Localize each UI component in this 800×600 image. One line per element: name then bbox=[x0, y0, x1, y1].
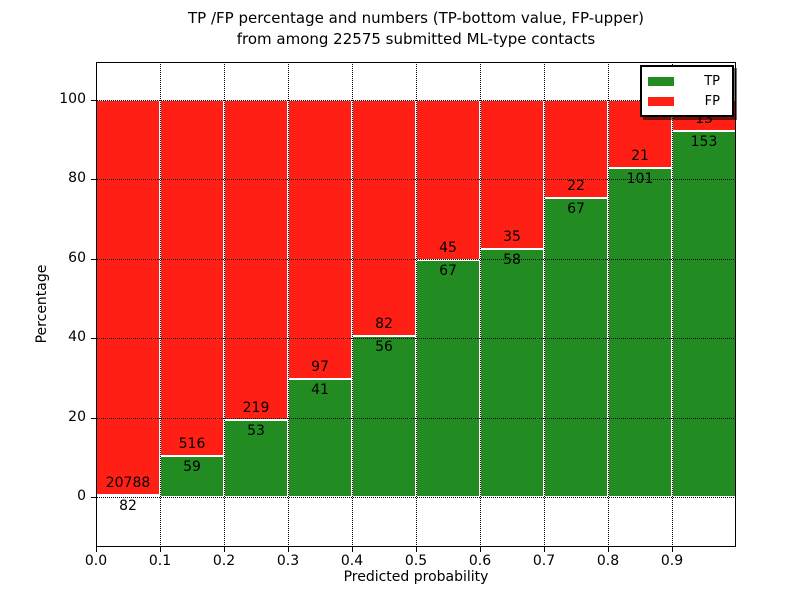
tp-count-label: 58 bbox=[503, 252, 521, 269]
y-axis-tick bbox=[91, 258, 96, 260]
legend-item-fp: FP bbox=[648, 91, 726, 111]
bar-segment-tp bbox=[352, 335, 416, 497]
bar-segment-fp bbox=[96, 100, 160, 496]
gridline-vertical bbox=[288, 62, 289, 547]
tp-count-label: 153 bbox=[690, 134, 718, 151]
fp-count-label: 219 bbox=[242, 399, 270, 416]
y-tick-label: 0 bbox=[77, 487, 86, 504]
x-axis-tick bbox=[160, 547, 161, 552]
legend-label-fp: FP bbox=[704, 93, 720, 109]
x-axis-tick bbox=[224, 547, 225, 552]
bar-segment-tp bbox=[544, 198, 608, 497]
fp-count-label: 82 bbox=[375, 315, 393, 332]
x-tick-label: 0.0 bbox=[84, 553, 108, 569]
gridline-vertical bbox=[544, 62, 545, 547]
y-axis-tick bbox=[91, 338, 96, 340]
fp-count-label: 35 bbox=[503, 229, 521, 246]
x-tick-label: 0.9 bbox=[660, 553, 684, 569]
chart-title-line1: TP /FP percentage and numbers (TP-bottom… bbox=[188, 9, 644, 27]
tp-color-swatch bbox=[648, 76, 674, 86]
y-axis-tick bbox=[91, 100, 96, 102]
legend-label-tp: TP bbox=[704, 73, 720, 89]
x-tick-label: 0.4 bbox=[340, 553, 364, 569]
tp-count-label: 67 bbox=[567, 201, 585, 218]
x-tick-label: 0.6 bbox=[468, 553, 492, 569]
bar-segment-tp bbox=[480, 249, 544, 497]
y-axis-label: Percentage bbox=[34, 264, 50, 344]
x-tick-label: 0.7 bbox=[532, 553, 556, 569]
y-axis-tick bbox=[91, 179, 96, 181]
fp-color-swatch bbox=[648, 96, 674, 106]
x-axis-tick bbox=[608, 547, 609, 552]
tp-count-label: 59 bbox=[183, 459, 201, 476]
gridline-vertical bbox=[416, 62, 417, 547]
bar-segment-tp bbox=[288, 379, 352, 497]
fp-count-label: 516 bbox=[178, 436, 206, 453]
y-tick-label: 60 bbox=[68, 249, 86, 266]
gridline-vertical bbox=[608, 62, 609, 547]
x-axis-label: Predicted probability bbox=[343, 569, 489, 585]
tp-count-label: 101 bbox=[626, 171, 654, 188]
fp-count-label: 22 bbox=[567, 178, 585, 195]
gridline-vertical bbox=[224, 62, 225, 547]
y-tick-label: 40 bbox=[68, 329, 86, 346]
chart-title: TP /FP percentage and numbers (TP-bottom… bbox=[96, 8, 736, 50]
y-axis-tick bbox=[91, 496, 96, 498]
y-axis-tick bbox=[91, 417, 96, 419]
x-axis-tick bbox=[352, 547, 353, 552]
x-axis-tick bbox=[544, 547, 545, 552]
gridline-vertical bbox=[352, 62, 353, 547]
legend-item-tp: TP bbox=[648, 71, 726, 91]
x-tick-label: 0.5 bbox=[404, 553, 428, 569]
gridline-vertical bbox=[672, 62, 673, 547]
bar-segment-tp bbox=[416, 259, 480, 497]
gridline-vertical bbox=[160, 62, 161, 547]
bar-segment-fp bbox=[160, 100, 224, 457]
x-tick-label: 0.2 bbox=[212, 553, 236, 569]
legend: TP FP bbox=[640, 65, 734, 117]
y-tick-label: 80 bbox=[68, 170, 86, 187]
tp-count-label: 67 bbox=[439, 262, 457, 279]
x-axis-tick bbox=[288, 547, 289, 552]
bar-segment-fp bbox=[480, 100, 544, 250]
plot-area: 20788 82 516 59 219 53 97 41 82 56 45 67 35 58 22 67 21 1… bbox=[96, 62, 736, 547]
bar-segment-tp bbox=[672, 131, 736, 497]
bar-segment-fp bbox=[224, 100, 288, 420]
fp-count-label: 20788 bbox=[105, 475, 151, 492]
x-axis-tick bbox=[416, 547, 417, 552]
fp-count-label: 45 bbox=[439, 239, 457, 256]
bar-segment-tp bbox=[160, 456, 224, 497]
gridline-vertical bbox=[480, 62, 481, 547]
x-axis-tick bbox=[672, 547, 673, 552]
x-tick-label: 0.3 bbox=[276, 553, 300, 569]
tp-count-label: 56 bbox=[375, 338, 393, 355]
bar-segment-tp bbox=[608, 168, 672, 497]
y-tick-label: 100 bbox=[59, 91, 86, 108]
chart-title-line2: from among 22575 submitted ML-type conta… bbox=[236, 30, 596, 48]
tp-count-label: 41 bbox=[311, 382, 329, 399]
fp-count-label: 97 bbox=[311, 359, 329, 376]
tp-count-label: 82 bbox=[119, 498, 137, 515]
x-axis-tick bbox=[96, 547, 97, 552]
y-tick-label: 20 bbox=[68, 408, 86, 425]
fp-count-label: 21 bbox=[631, 148, 649, 165]
tp-count-label: 53 bbox=[247, 422, 265, 439]
bar-segment-fp bbox=[352, 100, 416, 336]
bar-segment-fp bbox=[288, 100, 352, 380]
x-tick-label: 0.1 bbox=[148, 553, 172, 569]
x-tick-label: 0.8 bbox=[596, 553, 620, 569]
x-axis-tick bbox=[480, 547, 481, 552]
